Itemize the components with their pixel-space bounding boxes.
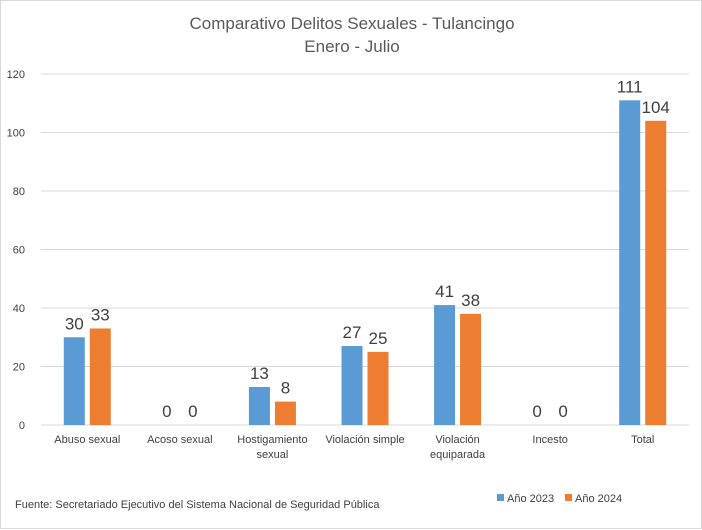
bar-ano-2023: [63, 337, 85, 425]
data-label: 0: [188, 402, 197, 421]
data-label: 104: [642, 98, 670, 117]
y-tick-label: 0: [19, 420, 25, 432]
category-label-line: Incesto: [532, 434, 567, 446]
category-label: Total: [631, 434, 654, 446]
category-label: Violación simple: [325, 434, 404, 446]
category-label-line: Acoso sexual: [147, 434, 212, 446]
data-label: 0: [558, 402, 567, 421]
data-label: 8: [281, 379, 290, 398]
category-label-line: Total: [631, 434, 654, 446]
bar-ano-2024: [645, 120, 667, 426]
category-label: Abuso sexual: [54, 434, 120, 446]
category-label-line: sexual: [257, 449, 289, 461]
data-label: 27: [343, 323, 362, 342]
data-label: 41: [435, 282, 454, 301]
y-axis-ticks: 0 20 40 60 80 100 120: [7, 69, 25, 432]
data-label: 111: [617, 77, 643, 96]
data-label: 33: [91, 305, 110, 324]
gridlines: [41, 73, 689, 426]
category-label: Hostigamiento sexual: [237, 434, 307, 461]
category-label-line: Abuso sexual: [54, 434, 120, 446]
category-label: Violación equiparada: [430, 434, 486, 461]
chart-title: Comparativo Delitos Sexuales - Tulancing…: [189, 14, 514, 33]
y-tick-label: 80: [13, 186, 25, 198]
y-tick-label: 100: [7, 128, 25, 140]
bar-ano-2024: [274, 401, 296, 425]
legend-swatch: [497, 494, 504, 501]
legend-label: Año 2024: [575, 493, 622, 505]
y-tick-label: 40: [13, 303, 25, 315]
bar-ano-2024: [460, 313, 482, 425]
category-label-line: Violación simple: [325, 434, 404, 446]
bar-ano-2024: [89, 328, 111, 425]
legend: Año 2023 Año 2024: [497, 493, 622, 505]
y-tick-label: 60: [13, 245, 25, 257]
bar-ano-2023: [619, 100, 641, 425]
x-axis-categories: Abuso sexual Acoso sexual Hostigamiento sex…: [54, 434, 654, 461]
data-label: 38: [461, 291, 480, 310]
y-tick-label: 20: [13, 362, 25, 374]
source-note: Fuente: Secretariado Ejecutivo del Siste…: [15, 499, 380, 511]
bar-ano-2024: [367, 351, 389, 425]
category-label-line: Violación: [435, 434, 479, 446]
bar-ano-2023: [434, 305, 456, 425]
bar-ano-2023: [341, 346, 363, 425]
data-label: 30: [65, 314, 84, 333]
bar-ano-2023: [248, 386, 270, 425]
category-label-line: Hostigamiento: [237, 434, 307, 446]
category-label: Acoso sexual: [147, 434, 212, 446]
bars: [63, 100, 667, 426]
chart-subtitle: Enero - Julio: [304, 37, 399, 56]
data-label: 25: [369, 329, 388, 348]
category-label: Incesto: [532, 434, 567, 446]
legend-swatch: [565, 494, 572, 501]
data-label: 0: [532, 402, 541, 421]
data-label: 13: [250, 364, 269, 383]
category-label-line: equiparada: [430, 449, 486, 461]
legend-label: Año 2023: [507, 493, 554, 505]
y-tick-label: 120: [7, 69, 25, 81]
data-label: 0: [162, 402, 171, 421]
